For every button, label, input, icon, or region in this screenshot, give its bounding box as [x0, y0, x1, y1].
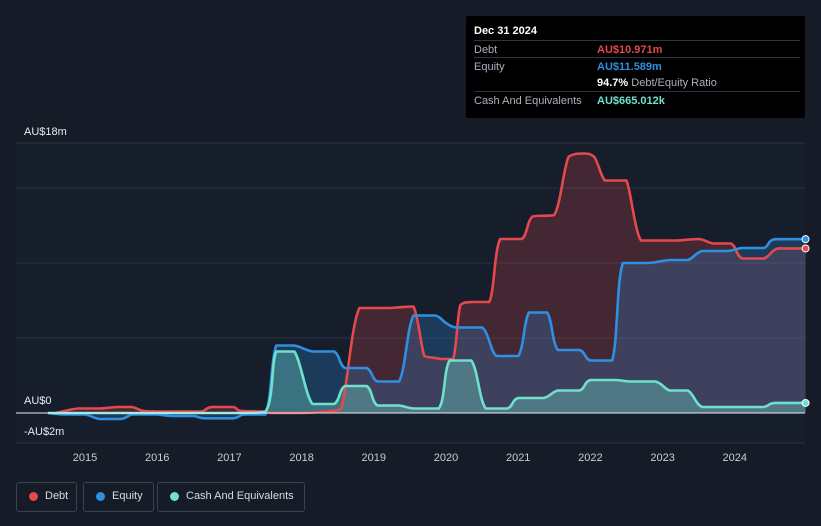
y-tick-label-0: AU$18m	[24, 126, 67, 138]
legend-item-equity[interactable]: Equity	[83, 482, 154, 512]
legend-cash-label: Cash And Equivalents	[186, 490, 294, 502]
end-markers	[801, 235, 810, 407]
x-tick-label-2015: 2015	[73, 452, 97, 464]
x-tick-label-2017: 2017	[217, 452, 241, 464]
equity-area	[48, 239, 806, 419]
x-tick-label-2021: 2021	[506, 452, 530, 464]
series-areas	[48, 153, 806, 419]
cash-and-equivalents-area	[48, 351, 806, 413]
x-tick-label-2016: 2016	[145, 452, 169, 464]
debt-area	[56, 153, 806, 413]
tooltip-debt-label: Debt	[474, 44, 498, 56]
x-tick-label-2020: 2020	[434, 452, 458, 464]
debt-line	[54, 152, 807, 415]
x-tick-label-2018: 2018	[289, 452, 313, 464]
tooltip-equity-value: AU$11.589m	[597, 61, 662, 73]
tooltip-ratio: 94.7% Debt/Equity Ratio	[597, 77, 717, 89]
tooltip-row-debt: Debt AU$10.971m	[474, 40, 800, 58]
debt-end-marker	[801, 244, 810, 253]
equity-end-marker	[801, 235, 810, 244]
tooltip-ratio-value: 94.7%	[597, 77, 629, 89]
cash-and-equivalents-line	[47, 350, 807, 415]
x-tick-label-2023: 2023	[650, 452, 674, 464]
tooltip-cash-value: AU$665.012k	[597, 95, 665, 107]
x-tick-label-2019: 2019	[362, 452, 386, 464]
legend-equity-label: Equity	[112, 490, 143, 502]
series-lines	[16, 152, 807, 421]
tooltip-date: Dec 31 2024	[474, 25, 537, 37]
equity-line	[47, 237, 807, 421]
tooltip-equity-label: Equity	[474, 61, 505, 73]
legend-item-debt[interactable]: Debt	[16, 482, 77, 512]
x-tick-label-2022: 2022	[578, 452, 602, 464]
y-tick-label-2: -AU$2m	[24, 426, 64, 438]
cash-and-equivalents-end-marker	[801, 398, 810, 407]
y-axis-labels: AU$18m AU$0 -AU$2m	[24, 126, 67, 438]
cash-dot-icon	[170, 492, 179, 501]
data-tooltip: Dec 31 2024 Debt AU$10.971m Equity AU$11…	[466, 16, 805, 118]
tooltip-row-ratio: 94.7% Debt/Equity Ratio	[474, 74, 800, 91]
tooltip-debt-value: AU$10.971m	[597, 44, 663, 56]
tooltip-cash-label: Cash And Equivalents	[474, 95, 582, 107]
y-tick-label-1: AU$0	[24, 395, 52, 407]
plot-background	[16, 144, 805, 443]
equity-dot-icon	[96, 492, 105, 501]
tooltip-row-equity: Equity AU$11.589m	[474, 57, 800, 75]
grid-lines	[16, 142, 805, 444]
tooltip-row-cash: Cash And Equivalents AU$665.012k	[474, 91, 800, 109]
debt-dot-icon	[29, 492, 38, 501]
tooltip-ratio-label: Debt/Equity Ratio	[631, 77, 717, 89]
legend-debt-label: Debt	[45, 490, 69, 502]
x-axis-labels: 2015 2016 2017 2018 2019 2020 2021 2022 2023 2024	[73, 452, 747, 464]
x-tick-label-2024: 2024	[723, 452, 747, 464]
legend-item-cash[interactable]: Cash And Equivalents	[157, 482, 305, 512]
